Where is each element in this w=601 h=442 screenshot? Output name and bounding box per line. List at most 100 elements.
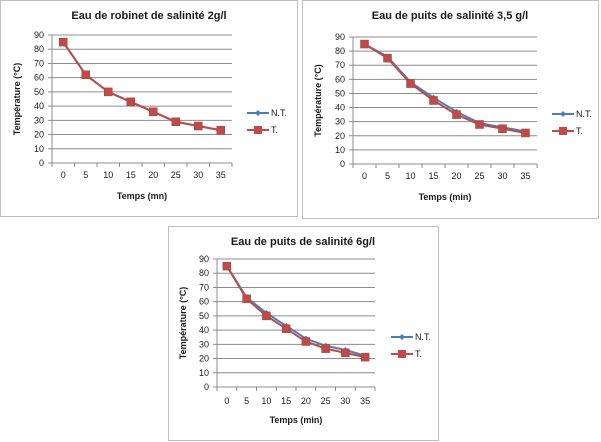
data-point-t [321,344,330,353]
y-tick-label: 70 [34,58,44,68]
y-axis-label: Température (°C) [178,287,188,359]
x-tick-label: 20 [148,170,158,180]
data-point-t [171,117,180,127]
series-line-t [62,41,221,132]
series-line-nt [62,41,221,132]
y-tick-label: 80 [335,46,345,56]
legend-marker-square [254,126,262,134]
x-tick-label: 35 [520,171,530,181]
y-tick-label: 60 [34,73,44,83]
legend-label: N.T. [576,109,592,119]
legend-marker-diamond [255,110,261,116]
x-axis-label: Temps (mn) [117,191,167,201]
x-axis-label: Temps (min) [270,415,323,425]
data-point-t [360,352,370,362]
chart-title: Eau de robinet de salinité 2g/l [71,10,226,22]
data-point-t [216,126,225,135]
data-point-t [194,121,203,131]
x-tick-label: 10 [103,170,113,180]
x-tick-label: 5 [385,171,390,181]
data-point-t [521,128,530,138]
data-point-t [104,87,113,97]
data-point-t [242,294,251,304]
series-line-t [226,265,366,359]
x-tick-label: 5 [83,170,88,180]
y-tick-label: 10 [335,145,345,155]
x-tick-label: 10 [261,396,271,406]
data-point-t [429,96,438,105]
y-tick-label: 60 [199,297,209,307]
y-tick-label: 20 [199,354,209,364]
x-tick-label: 0 [61,170,66,180]
data-point-t [301,337,311,346]
data-point-t [262,311,271,321]
legend-marker-square [559,127,567,135]
y-tick-label: 60 [335,74,345,84]
chart-title: Eau de puits de salinité 6g/l [231,236,375,248]
y-tick-label: 40 [34,101,44,111]
x-tick-label: 15 [428,171,438,181]
x-tick-label: 35 [360,396,370,406]
x-tick-label: 0 [362,171,367,181]
y-tick-label: 10 [199,368,209,378]
y-axis-label: Température (°C) [313,64,323,136]
y-tick-label: 0 [204,382,209,392]
x-tick-label: 20 [451,171,461,181]
legend-label: T. [415,349,422,359]
data-point-t [341,348,350,358]
legend-label: N.T. [415,332,431,342]
x-tick-label: 0 [224,396,229,406]
x-tick-label: 30 [497,171,507,181]
x-tick-label: 5 [244,396,249,406]
data-point-t [281,324,291,333]
y-tick-label: 0 [340,159,345,169]
y-tick-label: 0 [39,158,44,168]
legend-label: T. [271,125,278,135]
data-point-t [452,110,461,119]
chart-frame-3 [168,226,439,441]
legend-marker-diamond [560,111,566,117]
data-point-t [59,37,68,47]
y-tick-label: 80 [199,268,209,278]
data-point-t [126,97,135,107]
x-tick-label: 20 [301,396,311,406]
data-point-t [406,79,415,88]
data-point-t [383,53,392,63]
y-tick-label: 50 [335,88,345,98]
y-tick-label: 70 [199,282,209,292]
x-tick-label: 15 [126,170,136,180]
x-tick-label: 25 [171,170,181,180]
x-tick-label: 10 [405,171,415,181]
x-tick-label: 25 [474,171,484,181]
y-axis-label: Température (°C) [12,63,22,135]
x-tick-label: 25 [321,396,331,406]
legend-marker-square [398,350,406,358]
y-tick-label: 80 [34,44,44,54]
x-tick-label: 30 [340,396,350,406]
x-tick-label: 35 [216,170,226,180]
y-tick-label: 90 [34,30,44,40]
y-tick-label: 50 [199,311,209,321]
y-tick-label: 90 [335,32,345,42]
data-point-t [498,124,507,133]
legend-label: N.T. [271,108,287,118]
y-tick-label: 30 [335,117,345,127]
legend-label: T. [576,126,583,136]
chart-title: Eau de puits de salinité 3,5 g/l [372,10,529,22]
data-point-t [360,39,369,49]
y-tick-label: 20 [335,131,345,141]
y-tick-label: 90 [199,254,209,264]
data-point-t [81,70,90,80]
legend-marker-diamond [399,334,405,340]
data-point-t [475,120,484,129]
y-tick-label: 70 [335,60,345,70]
y-tick-label: 50 [34,87,44,97]
x-tick-label: 30 [193,170,203,180]
data-point-t [222,261,232,271]
y-tick-label: 30 [199,339,209,349]
y-tick-label: 30 [34,115,44,125]
x-axis-label: Temps (min) [419,192,472,202]
x-tick-label: 15 [281,396,291,406]
data-point-t [149,107,158,117]
